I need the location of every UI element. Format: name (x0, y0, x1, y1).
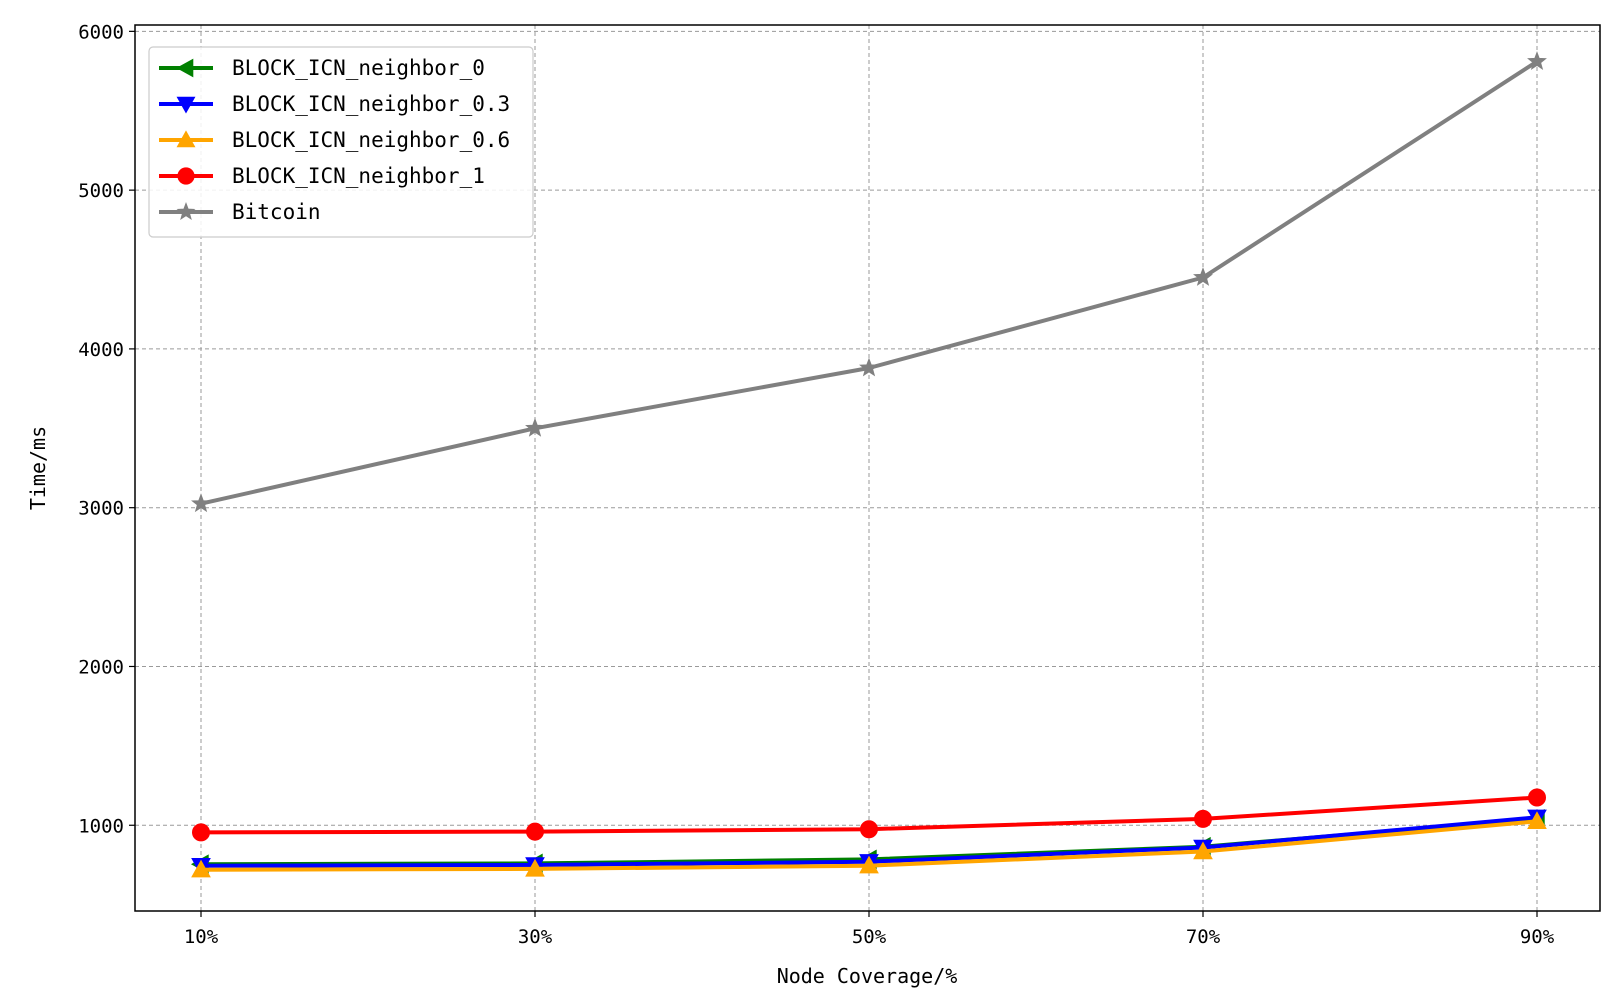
data-point (1527, 51, 1547, 70)
legend-label: BLOCK_ICN_neighbor_1 (232, 164, 485, 188)
x-tick-label: 50% (852, 926, 887, 948)
legend-item: BLOCK_ICN_neighbor_0.6 (159, 128, 510, 152)
data-point (191, 859, 211, 878)
series-BLOCK_ICN_neighbor_0.6 (191, 811, 1547, 878)
y-tick-label: 4000 (78, 339, 124, 361)
data-point (1193, 841, 1213, 860)
data-point (859, 357, 879, 377)
y-tick-label: 3000 (78, 498, 124, 520)
legend-label: BLOCK_ICN_neighbor_0 (232, 56, 485, 80)
series-layer (190, 51, 1547, 878)
y-tick-label: 1000 (78, 815, 124, 837)
legend-item: BLOCK_ICN_neighbor_1 (159, 164, 485, 188)
legend-label: BLOCK_ICN_neighbor_0.3 (232, 92, 510, 116)
data-point (860, 820, 878, 839)
data-point (525, 417, 545, 437)
data-point (191, 493, 211, 513)
series-Bitcoin (191, 51, 1547, 513)
legend-label: BLOCK_ICN_neighbor_0.6 (232, 128, 510, 152)
data-point (1528, 788, 1546, 807)
series-BLOCK_ICN_neighbor_1 (192, 788, 1546, 842)
legend-item: Bitcoin (159, 200, 321, 224)
data-point (1194, 809, 1212, 828)
grid (135, 25, 1600, 911)
data-point (176, 58, 194, 78)
data-point (176, 130, 196, 148)
data-point (1527, 811, 1547, 829)
legend: BLOCK_ICN_neighbor_0 BLOCK_ICN_neighbor_0… (148, 46, 534, 238)
y-tick-label: 5000 (78, 180, 124, 202)
data-point (176, 201, 196, 221)
legend-item: BLOCK_ICN_neighbor_0 (159, 56, 485, 80)
data-point (859, 855, 879, 874)
data-point (176, 96, 196, 114)
plot-frame (134, 24, 1601, 912)
data-point (177, 167, 195, 185)
legend-box (148, 46, 534, 238)
legend-label: Bitcoin (232, 200, 321, 224)
data-point (1193, 267, 1213, 286)
x-tick-label: 70% (1186, 926, 1221, 948)
x-axis-label: Node Coverage/% (777, 964, 958, 988)
y-axis-label: Time/ms (26, 426, 50, 510)
data-point (192, 823, 210, 842)
data-point (525, 858, 545, 877)
x-tick-label: 10% (184, 926, 219, 948)
data-point (526, 822, 544, 841)
y-tick-label: 2000 (78, 656, 124, 678)
x-tick-label: 30% (518, 926, 553, 948)
y-tick-label: 6000 (78, 21, 124, 43)
axis-ticks: 10% 30% 50% 70% 90% 1000 2000 3000 4000 5000 6000 (78, 21, 1554, 948)
legend-item: BLOCK_ICN_neighbor_0.3 (159, 92, 510, 116)
x-tick-label: 90% (1520, 926, 1555, 948)
